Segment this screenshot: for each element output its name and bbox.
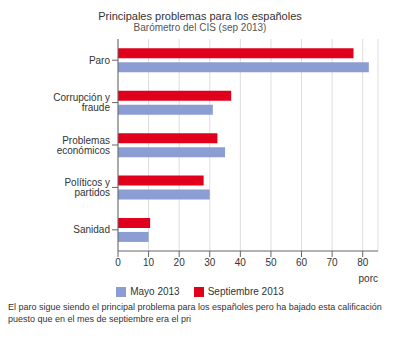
svg-text:20: 20: [174, 257, 186, 268]
html-text:porc: porc: [358, 273, 378, 284]
svg-text:Problemaseconómicos: Problemaseconómicos: [57, 135, 110, 156]
html-text:Septiembre 2013: Septiembre 2013: [207, 286, 284, 297]
html-text:Barómetro del CIS (sep 2013): Barómetro del CIS (sep 2013): [133, 22, 267, 33]
svg-text:Políticos ypartidos: Políticos ypartidos: [64, 177, 110, 198]
svg-text:10: 10: [143, 257, 155, 268]
svg-text:60: 60: [296, 257, 308, 268]
html-text:Principales problemas para los: Principales problemas para los españoles: [98, 10, 302, 22]
svg-text:50: 50: [265, 257, 277, 268]
html-text:Mayo 2013: Mayo 2013: [130, 286, 180, 297]
svg-text:Corrupción yfraude: Corrupción yfraude: [53, 92, 110, 113]
svg-text:0: 0: [115, 257, 121, 268]
svg-text:Paro: Paro: [89, 55, 111, 66]
svg-text:40: 40: [235, 257, 247, 268]
svg-text:30: 30: [204, 257, 216, 268]
svg-text:Sanidad: Sanidad: [73, 224, 110, 235]
svg-text:70: 70: [327, 257, 339, 268]
svg-text:80: 80: [357, 257, 369, 268]
html-text:El paro sigue siendo el princi: El paro sigue siendo el principal proble…: [8, 302, 382, 324]
